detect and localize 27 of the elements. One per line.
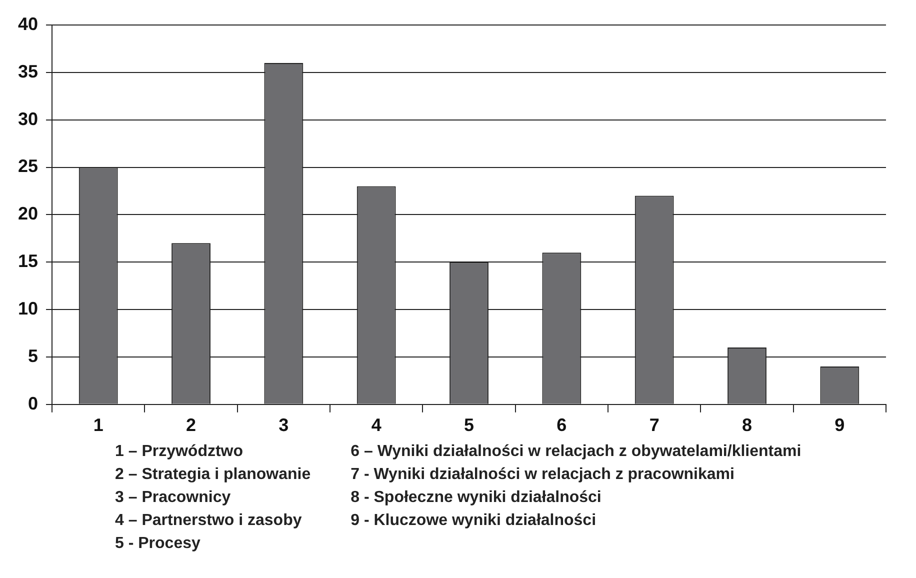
x-tick-label: 9: [834, 415, 845, 436]
x-tick-label: 7: [649, 415, 660, 436]
y-tick-label: 0: [28, 393, 38, 414]
y-tick-label: 15: [18, 251, 38, 272]
text: 4 – Partnerstwo i zasoby: [115, 511, 303, 531]
x-tick-label: 6: [556, 415, 567, 436]
y-tick-label: 20: [18, 204, 38, 224]
text: 3 – Pracownicy: [115, 488, 232, 508]
y-tick-label: 25: [18, 156, 38, 176]
text: 7 - Wyniki działalności w relacjach z pracownikami: [350, 465, 736, 485]
x-tick-label: 4: [371, 415, 382, 436]
x-tick-label: 2: [186, 415, 196, 436]
y-tick-label: 5: [28, 346, 38, 366]
x-tick-label: 5: [464, 415, 474, 436]
text: 8 - Społeczne wyniki działalności: [350, 488, 602, 508]
x-tick-label: 3: [278, 415, 289, 436]
x-tick-label: 8: [742, 415, 752, 436]
text: 1 – Przywództwo: [115, 442, 244, 462]
text: 6 – Wyniki działalności w relacjach z obywatelami/klientami: [350, 442, 802, 462]
y-tick-label: 10: [18, 298, 38, 319]
text: 5 - Procesy: [115, 534, 202, 554]
y-tick-label: 40: [18, 14, 38, 34]
y-tick-label: 30: [18, 108, 38, 129]
text: 2 – Strategia i planowanie: [115, 465, 311, 485]
text: 9 - Kluczowe wyniki działalności: [350, 511, 598, 531]
y-tick-label: 35: [18, 61, 38, 82]
x-tick-label: 1: [93, 415, 104, 436]
